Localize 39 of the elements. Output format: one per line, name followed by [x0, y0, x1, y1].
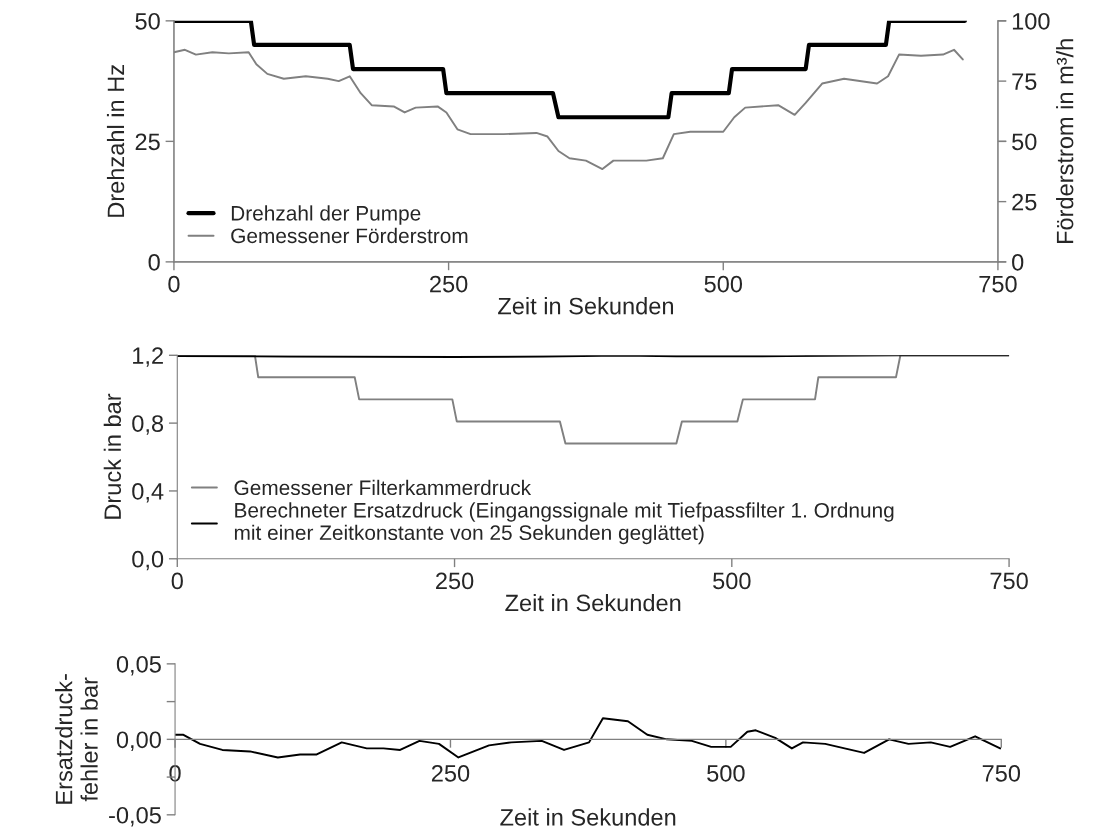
y2-tick-label: 50: [1012, 133, 1037, 151]
y2-axis-title: Förderstrom in m³/h: [1056, 39, 1074, 244]
x-tick-label: 250: [431, 764, 470, 782]
x-tick-label: 0: [169, 764, 181, 782]
y2-tick-label: 25: [1012, 193, 1037, 211]
y-tick-label: -0,05: [109, 806, 161, 827]
legend-label: Gemessener Filterkammerdruck: [234, 479, 532, 496]
y-tick-label: 25: [135, 133, 160, 151]
x-axis-title: Zeit in Sekunden: [498, 297, 674, 315]
line-series: [173, 20, 968, 120]
x-tick-label: 250: [436, 572, 474, 590]
y-tick-label: 1,2: [133, 347, 163, 367]
y-axis-title: Ersatzdruck- fehler in bar: [55, 674, 98, 804]
x-tick-label: 500: [704, 275, 743, 293]
x-tick-label: 750: [979, 275, 1017, 293]
y-tick-label: 0,00: [116, 731, 161, 751]
x-tick-label: 500: [713, 572, 751, 590]
y-tick-label: 0,0: [132, 550, 164, 571]
y-axis-title: Druck in bar: [103, 393, 122, 519]
x-tick-label: 500: [707, 764, 745, 782]
y2-tick-label: 100: [1012, 12, 1050, 30]
legend-label: Gemessener Förderstrom: [231, 227, 468, 244]
legend-label: Drehzahl der Pumpe: [231, 205, 421, 225]
x-axis-title: Zeit in Sekunden: [505, 593, 681, 612]
x-tick-label: 750: [982, 764, 1021, 782]
x-tick-label: 0: [171, 572, 183, 590]
x-tick-label: 0: [168, 275, 180, 293]
y2-tick-label: 75: [1012, 73, 1037, 90]
x-tick-label: 250: [430, 275, 468, 293]
legend-label: Berechneter Ersatzdruck (Eingangssignale mit Tiefpassfilter 1. Ordnung mit einer Zeitkonstante von 25 Sekunden geglättet): [234, 502, 894, 545]
y2-tick-label: 0: [1012, 253, 1024, 271]
y-tick-label: 0,8: [132, 415, 164, 435]
x-axis-title: Zeit in Sekunden: [500, 808, 676, 826]
x-tick-label: 750: [990, 572, 1028, 590]
y-tick-label: 50: [135, 12, 160, 30]
y-tick-label: 0,4: [132, 483, 164, 503]
y-axis-title: Drehzahl in Hz: [106, 65, 125, 217]
y-tick-label: 0: [148, 253, 160, 271]
y-tick-label: 0,05: [116, 655, 161, 676]
